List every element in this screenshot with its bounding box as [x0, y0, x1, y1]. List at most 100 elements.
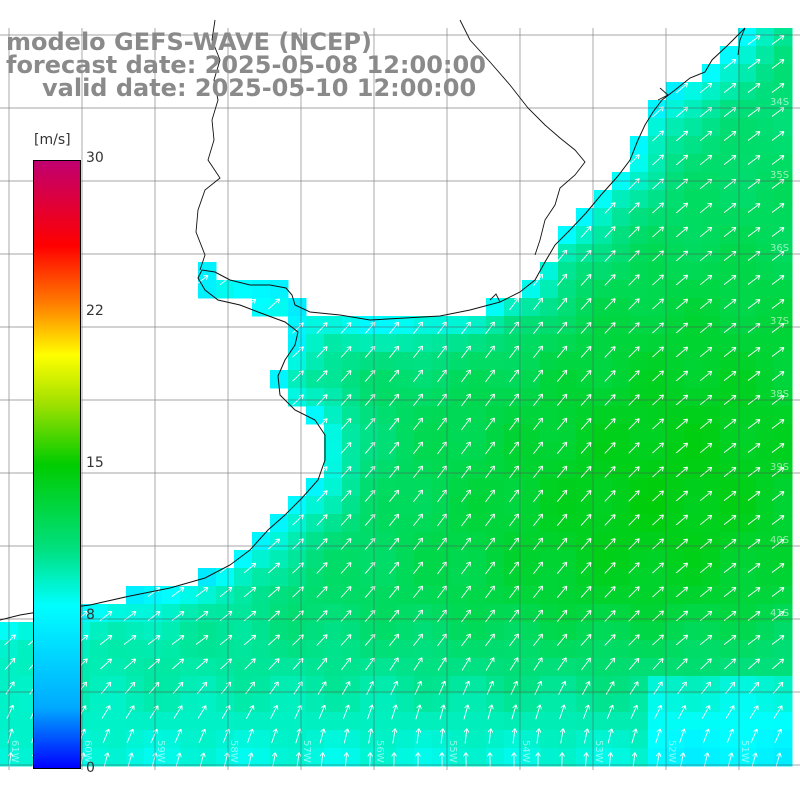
wind-arrow [509, 321, 519, 335]
wind-arrow [246, 728, 255, 744]
wind-arrow [604, 226, 616, 238]
coastline [0, 27, 746, 621]
wind-arrow [580, 633, 592, 646]
wind-arrow [533, 633, 544, 647]
wind-arrow [580, 321, 592, 334]
wind-arrow [652, 154, 664, 166]
wind-arrow [533, 657, 543, 671]
wind-arrow [147, 587, 161, 597]
wind-arrow [580, 585, 592, 598]
wind-arrow [676, 466, 689, 478]
wind-arrow [723, 226, 737, 237]
wind-arrow [509, 441, 519, 455]
wind-arrow [652, 514, 664, 526]
wind-arrow [243, 562, 257, 574]
wind-arrow [316, 346, 328, 358]
wind-arrow [367, 728, 374, 744]
wind-arrow [676, 346, 689, 358]
latitude-labels: 34S 35S 36S 37S 38S 39S 40S 41S [770, 97, 789, 619]
wind-arrow [628, 490, 640, 502]
wind-arrow [437, 489, 447, 503]
wind-arrow [341, 657, 352, 671]
wind-arrow [652, 298, 664, 310]
lon-label: 59W [155, 740, 166, 763]
wind-arrow [604, 418, 616, 430]
wind-arrow [774, 728, 783, 744]
wind-arrow [628, 538, 640, 550]
wind-arrow [413, 345, 424, 359]
wind-arrow [243, 634, 257, 646]
wind-arrow [195, 587, 209, 597]
wind-arrow [604, 634, 616, 646]
wind-arrow [699, 346, 713, 358]
wind-arrow [652, 418, 664, 430]
wind-arrow [556, 297, 568, 311]
lon-label: 58W [228, 740, 239, 763]
wind-arrow [771, 467, 785, 477]
wind-arrow [723, 250, 737, 261]
wind-arrow [340, 514, 352, 526]
wind-arrow [676, 226, 689, 238]
wind-arrow [652, 610, 664, 622]
colorbar [33, 160, 81, 769]
wind-arrow [316, 634, 328, 646]
wind-arrow [604, 274, 616, 286]
wind-arrow [461, 345, 471, 359]
wind-arrow [556, 465, 568, 479]
wind-arrow [699, 274, 713, 286]
wind-arrow [699, 538, 713, 550]
wind-arrow [534, 680, 543, 695]
longitude-labels: 61W 60W 59W 58W 57W 56W 55W 54W 53W 52W 51W [9, 740, 750, 763]
wind-arrow [437, 561, 447, 575]
wind-arrow [340, 490, 352, 502]
wind-arrow [318, 704, 327, 720]
wind-arrow [485, 489, 495, 503]
wind-arrow [413, 441, 424, 455]
wind-arrow [316, 538, 328, 550]
wind-arrow [125, 705, 135, 719]
wind-arrow [388, 513, 400, 527]
wind-arrow [316, 586, 328, 598]
wind-arrow [556, 489, 568, 503]
wind-arrow [509, 609, 519, 623]
wind-arrow [699, 370, 713, 382]
wind-arrow [723, 490, 737, 501]
wind-arrow [652, 586, 664, 598]
wind-arrow [172, 658, 185, 670]
lat-lon-grid [0, 28, 800, 770]
wind-arrow [171, 587, 185, 597]
wind-arrow [485, 369, 495, 383]
wind-arrow [584, 728, 590, 744]
wind-arrow [316, 322, 328, 334]
wind-arrow [388, 585, 400, 599]
wind-arrow [747, 251, 761, 261]
wind-arrow [747, 371, 761, 381]
wind-arrow [771, 251, 785, 261]
wind-arrow [126, 728, 135, 744]
wind-arrow [699, 298, 713, 310]
wind-arrow [676, 418, 689, 430]
wind-arrow [268, 634, 281, 646]
wind-arrow [533, 369, 544, 383]
wind-arrow [100, 658, 112, 670]
wind-arrow [558, 680, 567, 695]
wind-arrow [413, 369, 424, 383]
wind-arrow [628, 322, 640, 334]
valid-date: valid date: 2025-05-10 12:00:00 [42, 74, 477, 102]
wind-arrow [485, 417, 495, 431]
wind-arrow [437, 537, 447, 551]
wind-arrow [244, 658, 256, 670]
wind-arrow [485, 321, 495, 335]
wind-arrow [604, 657, 616, 671]
wind-arrow [559, 704, 566, 720]
colorbar-tick-8: 8 [86, 607, 95, 623]
wind-arrow [388, 441, 400, 455]
wind-arrow [462, 680, 471, 696]
wind-arrow [413, 537, 424, 551]
wind-arrow [747, 227, 761, 237]
wind-arrow [485, 657, 495, 671]
wind-arrow [124, 658, 137, 670]
wind-arrow [533, 585, 544, 599]
wind-arrow [556, 633, 568, 647]
wind-arrow [628, 154, 640, 166]
